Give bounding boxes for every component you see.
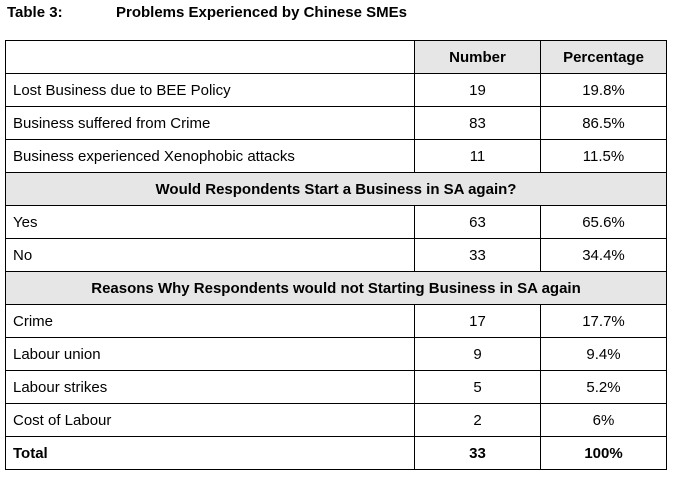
row-label: Business experienced Xenophobic attacks [5,139,415,173]
total-number: 33 [414,436,541,470]
table-title: Problems Experienced by Chinese SMEs [116,4,407,21]
row-label: Labour strikes [5,370,415,404]
row-percentage: 9.4% [540,337,667,371]
header-row: Number Percentage [5,40,667,74]
row-label: Cost of Labour [5,403,415,437]
table-row: Crime 17 17.7% [5,304,667,338]
row-percentage: 19.8% [540,73,667,107]
row-number: 17 [414,304,541,338]
table-row: Cost of Labour 2 6% [5,403,667,437]
row-label: No [5,238,415,272]
row-number: 63 [414,205,541,239]
table-row: No 33 34.4% [5,238,667,272]
section-start-again: Would Respondents Start a Business in SA… [5,172,667,206]
row-label: Lost Business due to BEE Policy [5,73,415,107]
total-percentage: 100% [540,436,667,470]
row-number: 19 [414,73,541,107]
row-number: 83 [414,106,541,140]
table-row: Business experienced Xenophobic attacks … [5,139,667,173]
row-percentage: 86.5% [540,106,667,140]
table-row: Labour strikes 5 5.2% [5,370,667,404]
table-row: Yes 63 65.6% [5,205,667,239]
row-percentage: 65.6% [540,205,667,239]
row-percentage: 34.4% [540,238,667,272]
row-number: 5 [414,370,541,404]
row-label: Business suffered from Crime [5,106,415,140]
row-number: 11 [414,139,541,173]
row-label: Crime [5,304,415,338]
table-row: Business suffered from Crime 83 86.5% [5,106,667,140]
row-percentage: 11.5% [540,139,667,173]
row-number: 2 [414,403,541,437]
table-caption: Table 3: Problems Experienced by Chinese … [7,4,407,26]
table-row: Labour union 9 9.4% [5,337,667,371]
row-percentage: 5.2% [540,370,667,404]
section-reasons: Reasons Why Respondents would not Starti… [5,271,667,305]
header-blank-cell [5,40,415,74]
problems-table: Number Percentage Lost Business due to B… [5,40,667,470]
row-label: Labour union [5,337,415,371]
row-label: Yes [5,205,415,239]
row-percentage: 6% [540,403,667,437]
header-number: Number [414,40,541,74]
row-number: 9 [414,337,541,371]
total-label: Total [5,436,415,470]
total-row: Total 33 100% [5,436,667,470]
row-percentage: 17.7% [540,304,667,338]
table-row: Lost Business due to BEE Policy 19 19.8% [5,73,667,107]
row-number: 33 [414,238,541,272]
table-number: Table 3: [7,4,63,21]
header-percentage: Percentage [540,40,667,74]
section-header-row: Would Respondents Start a Business in SA… [5,172,667,206]
section-header-row: Reasons Why Respondents would not Starti… [5,271,667,305]
